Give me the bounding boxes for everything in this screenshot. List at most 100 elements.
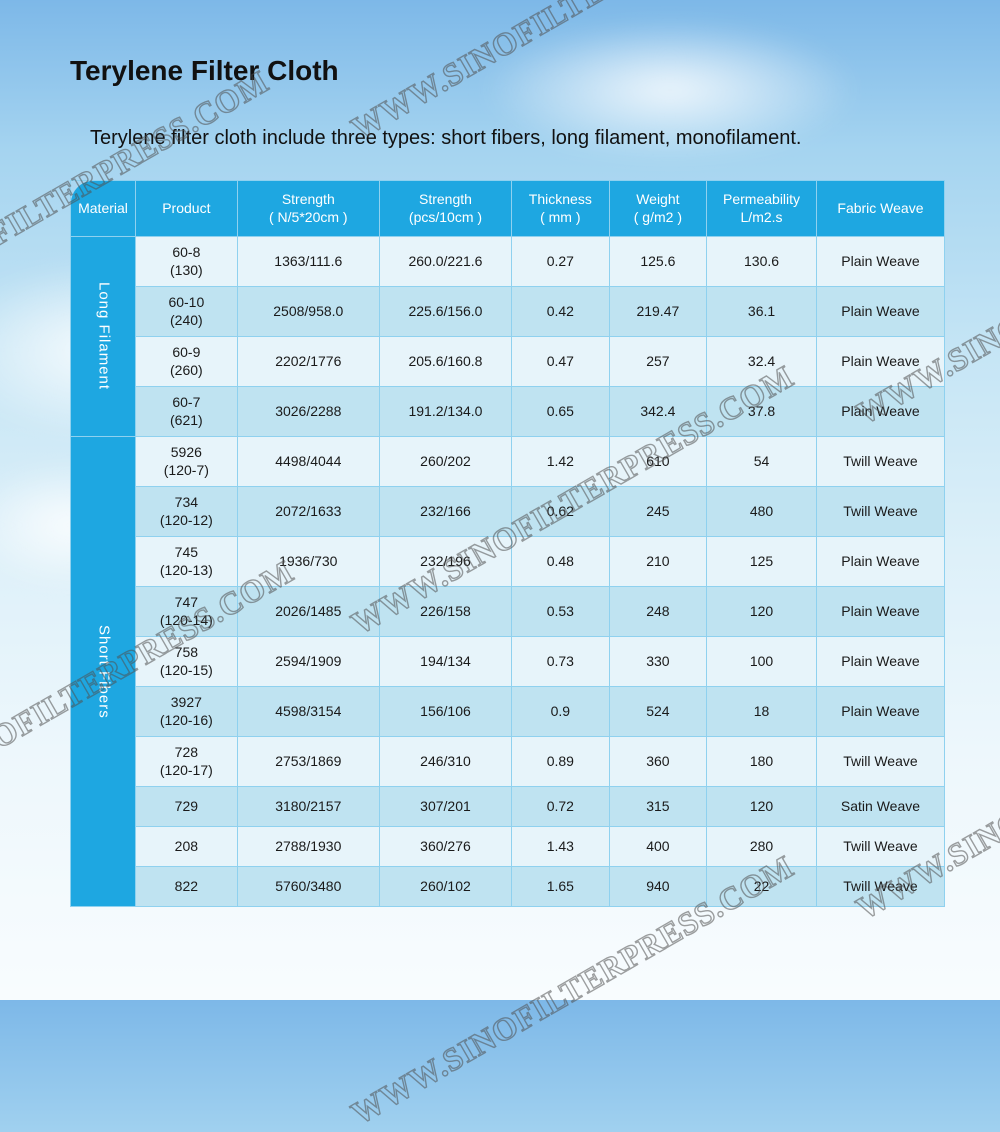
cell-thickness: 0.65	[512, 387, 610, 437]
table-row: 7293180/2157307/2010.72315120Satin Weave	[71, 787, 945, 827]
table-row: 758(120-15)2594/1909194/1340.73330100Pla…	[71, 637, 945, 687]
cell-permeability: 125	[707, 537, 817, 587]
table-row: 8225760/3480260/1021.6594022Twill Weave	[71, 867, 945, 907]
col-material: Material	[71, 181, 136, 237]
cell-strength-1: 3180/2157	[237, 787, 379, 827]
col-weight: Weight( g/m2 )	[609, 181, 707, 237]
cell-weave: Plain Weave	[816, 637, 944, 687]
cell-product: 5926(120-7)	[136, 437, 238, 487]
cell-weight: 330	[609, 637, 707, 687]
cell-permeability: 480	[707, 487, 817, 537]
cell-product: 60-8(130)	[136, 237, 238, 287]
table-row: 734(120-12)2072/1633232/1660.62245480Twi…	[71, 487, 945, 537]
cell-permeability: 32.4	[707, 337, 817, 387]
cell-weight: 125.6	[609, 237, 707, 287]
cell-weight: 257	[609, 337, 707, 387]
col-strength-1: Strength( N/5*20cm )	[237, 181, 379, 237]
cell-permeability: 37.8	[707, 387, 817, 437]
cell-strength-1: 2594/1909	[237, 637, 379, 687]
cell-thickness: 0.89	[512, 737, 610, 787]
cell-permeability: 120	[707, 587, 817, 637]
col-product: Product	[136, 181, 238, 237]
cell-strength-1: 3026/2288	[237, 387, 379, 437]
cell-strength-2: 246/310	[379, 737, 511, 787]
cell-weave: Plain Weave	[816, 237, 944, 287]
cell-thickness: 0.42	[512, 287, 610, 337]
cell-permeability: 36.1	[707, 287, 817, 337]
cell-strength-1: 2202/1776	[237, 337, 379, 387]
cell-weight: 360	[609, 737, 707, 787]
cell-weave: Plain Weave	[816, 587, 944, 637]
cell-permeability: 100	[707, 637, 817, 687]
content-area: Terylene Filter Cloth Terylene filter cl…	[0, 0, 1000, 907]
table-row: Short Fibers5926(120-7)4498/4044260/2021…	[71, 437, 945, 487]
cell-strength-2: 232/196	[379, 537, 511, 587]
cell-product: 60-10(240)	[136, 287, 238, 337]
cell-product: 758(120-15)	[136, 637, 238, 687]
cell-strength-1: 5760/3480	[237, 867, 379, 907]
cell-weave: Twill Weave	[816, 827, 944, 867]
cell-weight: 245	[609, 487, 707, 537]
cell-weight: 400	[609, 827, 707, 867]
cell-permeability: 130.6	[707, 237, 817, 287]
table-row: Long Filament60-8(130)1363/111.6260.0/22…	[71, 237, 945, 287]
table-row: 745(120-13)1936/730232/1960.48210125Plai…	[71, 537, 945, 587]
cell-thickness: 0.73	[512, 637, 610, 687]
cell-strength-2: 205.6/160.8	[379, 337, 511, 387]
cell-strength-2: 307/201	[379, 787, 511, 827]
cell-thickness: 1.65	[512, 867, 610, 907]
cell-strength-1: 2026/1485	[237, 587, 379, 637]
cell-product: 60-7(621)	[136, 387, 238, 437]
cell-weight: 219.47	[609, 287, 707, 337]
cell-weight: 342.4	[609, 387, 707, 437]
cell-product: 747(120-14)	[136, 587, 238, 637]
material-cell: Long Filament	[71, 237, 136, 437]
cell-thickness: 1.43	[512, 827, 610, 867]
cell-product: 745(120-13)	[136, 537, 238, 587]
col-fabric-weave: Fabric Weave	[816, 181, 944, 237]
cell-product: 734(120-12)	[136, 487, 238, 537]
cell-product: 729	[136, 787, 238, 827]
cell-weave: Twill Weave	[816, 487, 944, 537]
cell-weave: Twill Weave	[816, 737, 944, 787]
cell-strength-1: 4598/3154	[237, 687, 379, 737]
cell-strength-2: 260.0/221.6	[379, 237, 511, 287]
cell-strength-2: 260/102	[379, 867, 511, 907]
cell-strength-1: 1363/111.6	[237, 237, 379, 287]
table-row: 60-7(621)3026/2288191.2/134.00.65342.437…	[71, 387, 945, 437]
col-strength-2: Strength(pcs/10cm )	[379, 181, 511, 237]
cell-weave: Plain Weave	[816, 287, 944, 337]
cell-permeability: 180	[707, 737, 817, 787]
cell-strength-2: 156/106	[379, 687, 511, 737]
cell-product: 822	[136, 867, 238, 907]
cell-strength-1: 1936/730	[237, 537, 379, 587]
cell-product: 3927(120-16)	[136, 687, 238, 737]
cell-product: 208	[136, 827, 238, 867]
page-title: Terylene Filter Cloth	[70, 55, 945, 87]
cell-weight: 524	[609, 687, 707, 737]
cell-weave: Plain Weave	[816, 687, 944, 737]
material-cell: Short Fibers	[71, 437, 136, 907]
cell-product: 728(120-17)	[136, 737, 238, 787]
cell-strength-2: 225.6/156.0	[379, 287, 511, 337]
cell-weight: 248	[609, 587, 707, 637]
table-row: 60-9(260)2202/1776205.6/160.80.4725732.4…	[71, 337, 945, 387]
cell-weave: Twill Weave	[816, 867, 944, 907]
cell-weight: 210	[609, 537, 707, 587]
table-row: 2082788/1930360/2761.43400280Twill Weave	[71, 827, 945, 867]
cell-weight: 610	[609, 437, 707, 487]
cell-thickness: 0.72	[512, 787, 610, 827]
cell-strength-2: 194/134	[379, 637, 511, 687]
cell-weave: Plain Weave	[816, 337, 944, 387]
col-thickness: Thickness( mm )	[512, 181, 610, 237]
cell-thickness: 0.9	[512, 687, 610, 737]
cell-weave: Plain Weave	[816, 387, 944, 437]
cell-permeability: 120	[707, 787, 817, 827]
cell-strength-2: 232/166	[379, 487, 511, 537]
cell-strength-1: 2753/1869	[237, 737, 379, 787]
cell-strength-1: 4498/4044	[237, 437, 379, 487]
col-permeability: PermeabilityL/m2.s	[707, 181, 817, 237]
cell-thickness: 0.62	[512, 487, 610, 537]
cell-strength-2: 226/158	[379, 587, 511, 637]
cell-product: 60-9(260)	[136, 337, 238, 387]
